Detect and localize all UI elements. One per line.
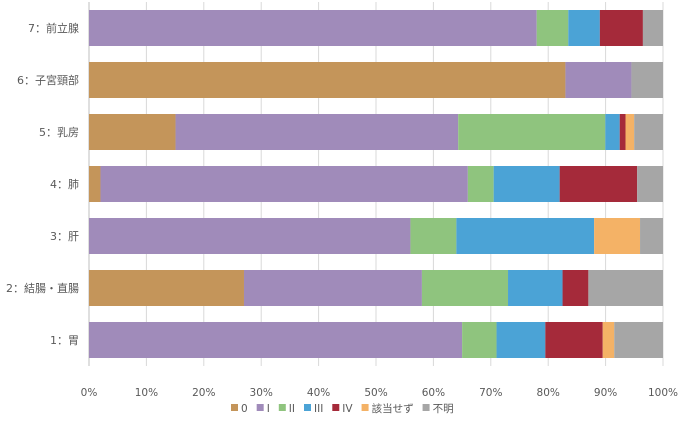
category-labels: 7：前立腺 6：子宮頸部 5：乳房 4：肺 3：肝 2：結腸・直腸 1：胃 [6, 21, 79, 347]
x-tick-label: 90% [594, 387, 617, 399]
bar-segment [100, 166, 468, 202]
x-tick-labels: 0% 10% 20% 30% 40% 50% 60% 70% 80% 90% 100% [81, 387, 678, 399]
x-tick-label: 80% [537, 387, 560, 399]
x-tick-label: 30% [250, 387, 273, 399]
bar-segment [588, 270, 663, 306]
bar-segment [89, 10, 537, 46]
bar-segment [637, 166, 663, 202]
bar-segment [456, 218, 595, 254]
category-label: 2：結腸・直腸 [6, 281, 79, 295]
x-tick-label: 10% [135, 387, 158, 399]
bars [89, 10, 663, 358]
legend-swatch [332, 404, 340, 411]
legend-label: II [289, 403, 295, 415]
category-label: 5：乳房 [39, 126, 79, 139]
bar-segment [175, 114, 459, 150]
x-tick-label: 70% [479, 387, 502, 399]
bar-segment [508, 270, 563, 306]
bar-segment [625, 114, 635, 150]
bar-segment [565, 62, 632, 98]
legend-swatch [304, 404, 311, 411]
bar-segment [642, 10, 663, 46]
bar-segment [243, 270, 422, 306]
bar-segment [493, 166, 560, 202]
x-tick-label: 20% [192, 387, 215, 399]
legend-label: 0 [241, 403, 248, 415]
legend-swatch [256, 404, 264, 411]
legend-swatch [278, 404, 286, 411]
x-tick-label: 40% [307, 387, 330, 399]
legend-label: III [314, 403, 323, 415]
bar-segment [89, 114, 176, 150]
bar-segment [462, 322, 497, 358]
bar-segment [496, 322, 546, 358]
bar-segment [536, 10, 569, 46]
legend-label: 不明 [433, 403, 454, 415]
bar-segment [562, 270, 589, 306]
bar-segment [89, 62, 566, 98]
legend-label: 該当せず [372, 402, 414, 415]
x-tick-label: 60% [422, 387, 445, 399]
bar-segment [421, 270, 509, 306]
x-tick-label: 100% [648, 387, 678, 399]
legend-swatch [422, 404, 430, 411]
bar-segment [545, 322, 603, 358]
bar-segment [594, 218, 641, 254]
legend-label: I [267, 403, 270, 415]
legend-swatch [231, 404, 238, 411]
bar-segment [634, 114, 663, 150]
legend: 0 I II III IV 該当せず 不明 [231, 402, 454, 415]
bar-segment [89, 322, 463, 358]
category-label: 7：前立腺 [28, 21, 79, 35]
bar-segment [89, 270, 244, 306]
bar-segment [410, 218, 457, 254]
legend-label: IV [342, 403, 353, 415]
legend-swatch [361, 404, 369, 411]
bar-segment [89, 218, 411, 254]
bar-segment [605, 114, 620, 150]
category-label: 6：子宮頸部 [17, 73, 79, 87]
bar-segment [640, 218, 663, 254]
bar-segment [568, 10, 600, 46]
bar-segment [559, 166, 638, 202]
x-tick-label: 50% [364, 387, 387, 399]
bar-segment [614, 322, 663, 358]
bar-segment [631, 62, 663, 98]
category-label: 4：肺 [50, 178, 79, 191]
bar-segment [89, 166, 101, 202]
bar-segment [619, 114, 626, 150]
x-tick-label: 0% [81, 387, 98, 399]
bar-segment [467, 166, 494, 202]
category-label: 3：肝 [50, 230, 79, 243]
bar-segment [602, 322, 615, 358]
category-label: 1：胃 [50, 334, 79, 347]
bar-segment [599, 10, 643, 46]
bar-segment [458, 114, 606, 150]
